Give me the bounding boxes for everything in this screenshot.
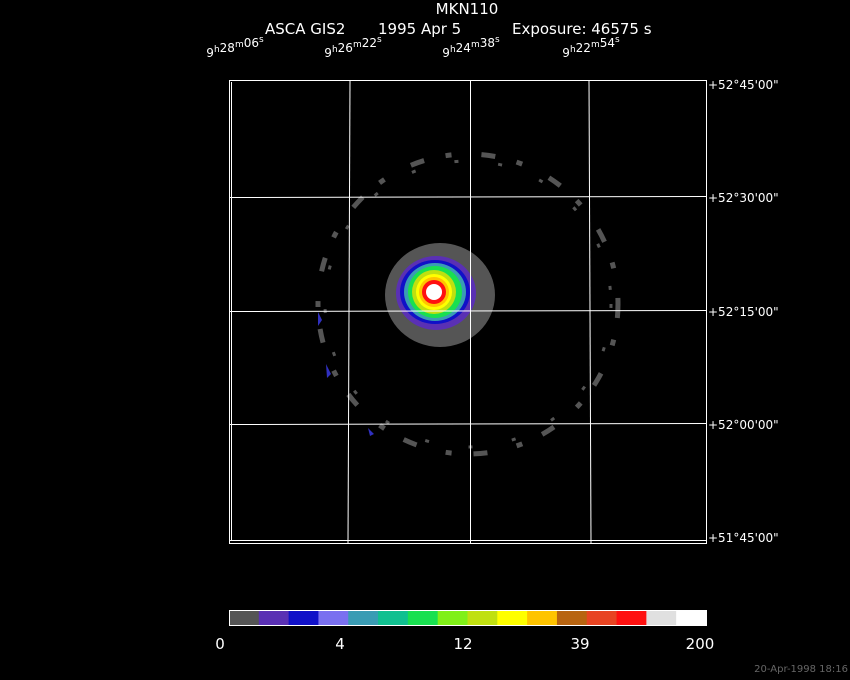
colorbar-cell xyxy=(258,611,290,625)
dec-label: +52°30'00" xyxy=(708,191,779,205)
colorbar-cell xyxy=(586,611,618,625)
ra-value: 22 xyxy=(362,36,377,50)
exposure: Exposure: 46575 s xyxy=(512,20,652,38)
ra-value: 9 xyxy=(442,46,450,60)
source-level xyxy=(426,284,442,300)
colorbar-label: 200 xyxy=(686,635,715,653)
ra-unit: s xyxy=(259,35,264,45)
colorbar-cell xyxy=(318,611,349,625)
dec-label: +52°00'00" xyxy=(708,418,779,432)
background-ring xyxy=(315,151,621,457)
grid-line xyxy=(229,423,707,425)
ra-label: 9h22m54s xyxy=(562,35,620,60)
colorbar-cell xyxy=(646,611,677,625)
dec-label: +52°15'00" xyxy=(708,305,779,319)
grid-line xyxy=(588,80,592,544)
colorbar-cell xyxy=(616,611,647,625)
colorbar-cell xyxy=(467,611,498,625)
colorbar-cell xyxy=(407,611,439,625)
colorbar-cell xyxy=(378,611,409,625)
ra-value: 26 xyxy=(338,41,353,55)
colorbar-cell xyxy=(288,611,319,625)
colorbar-label: 4 xyxy=(335,635,345,653)
ra-unit: h xyxy=(450,45,456,55)
colorbar-cell xyxy=(348,611,379,625)
colorbar-cell xyxy=(556,611,588,625)
colorbar-label: 12 xyxy=(453,635,472,653)
edge-pixels xyxy=(318,312,374,436)
colorbar-label: 0 xyxy=(215,635,225,653)
ra-label: 9h24m38s xyxy=(442,35,500,60)
ra-value: 28 xyxy=(220,41,235,55)
sky-image xyxy=(315,151,621,457)
dec-label: +51°45'00" xyxy=(708,531,779,545)
ra-label: 9h28m06s xyxy=(206,35,264,60)
ra-unit: m xyxy=(591,40,600,50)
timestamp: 20-Apr-1998 18:16 xyxy=(754,664,848,675)
ra-value: 38 xyxy=(480,36,495,50)
grid-line xyxy=(347,80,351,544)
ra-value: 9 xyxy=(324,46,332,60)
dec-label: +52°45'00" xyxy=(708,78,779,92)
ra-unit: h xyxy=(570,45,576,55)
instrument: ASCA GIS2 xyxy=(265,20,345,38)
ra-label: 9h26m22s xyxy=(324,35,382,60)
ra-value: 22 xyxy=(576,41,591,55)
grid-line xyxy=(229,310,707,312)
background-ring xyxy=(323,159,613,449)
grid-line xyxy=(229,196,707,198)
ra-value: 9 xyxy=(206,46,214,60)
ra-value: 9 xyxy=(562,46,570,60)
frame xyxy=(229,80,707,544)
ra-unit: m xyxy=(235,40,244,50)
ra-unit: m xyxy=(353,40,362,50)
ra-unit: s xyxy=(615,35,620,45)
ra-value: 54 xyxy=(600,36,615,50)
colorbar-cell xyxy=(437,611,468,625)
colorbar-label: 39 xyxy=(570,635,589,653)
ra-unit: s xyxy=(495,35,500,45)
ra-value: 06 xyxy=(244,36,259,50)
ra-value: 24 xyxy=(456,41,471,55)
date: 1995 Apr 5 xyxy=(378,20,461,38)
title: MKN110 xyxy=(436,0,499,18)
colorbar-cell xyxy=(497,611,528,625)
colorbar-cell xyxy=(229,611,260,625)
ra-unit: h xyxy=(332,45,338,55)
grid xyxy=(229,80,707,544)
ra-unit: s xyxy=(377,35,382,45)
ra-unit: h xyxy=(214,45,220,55)
ra-unit: m xyxy=(471,40,480,50)
colorbar-frame xyxy=(229,610,707,626)
colorbar-cell xyxy=(676,611,707,625)
colorbar-cell xyxy=(527,611,558,625)
